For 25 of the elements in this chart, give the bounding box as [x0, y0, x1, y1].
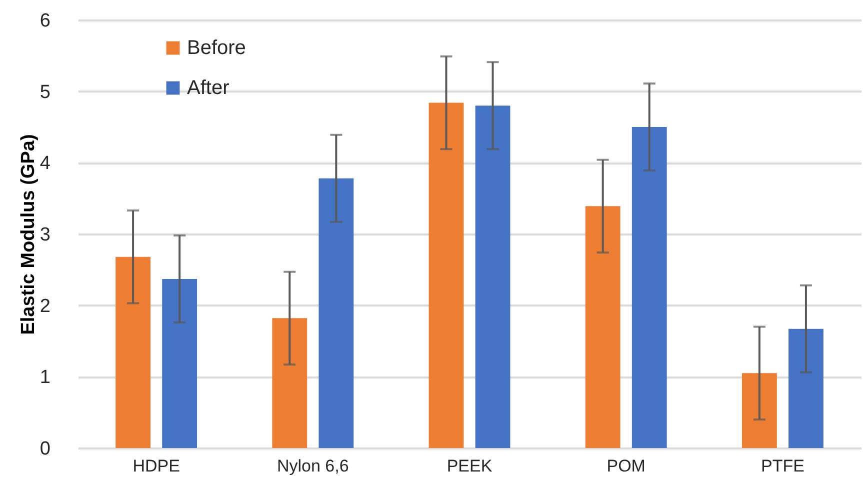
bar — [428, 102, 464, 448]
y-tick-label: 4 — [40, 153, 51, 174]
y-tick-label: 2 — [40, 296, 50, 317]
y-tick-label: 5 — [40, 82, 50, 103]
y-tick-label: 3 — [40, 224, 50, 246]
y-axis-title: Elastic Modulus (GPa) — [18, 134, 39, 335]
x-tick-label: POM — [606, 456, 646, 476]
y-tick-label: 1 — [40, 367, 50, 388]
bar — [272, 318, 308, 448]
y-tick-label: 6 — [40, 10, 50, 32]
x-tick-label: PTFE — [760, 456, 804, 476]
bar — [475, 106, 510, 448]
bar — [632, 127, 667, 448]
x-tick-label: Nylon 6,6 — [276, 456, 349, 476]
bar — [585, 206, 620, 448]
bar — [742, 373, 777, 448]
bar — [162, 278, 198, 448]
bar — [788, 328, 824, 448]
legend-label: After — [187, 77, 230, 99]
bar — [318, 178, 354, 448]
x-tick-label: HDPE — [132, 456, 180, 476]
y-tick-label: 0 — [40, 438, 50, 460]
legend-label: Before — [187, 37, 246, 59]
bar — [116, 256, 150, 448]
x-tick-label: PEEK — [446, 456, 493, 476]
